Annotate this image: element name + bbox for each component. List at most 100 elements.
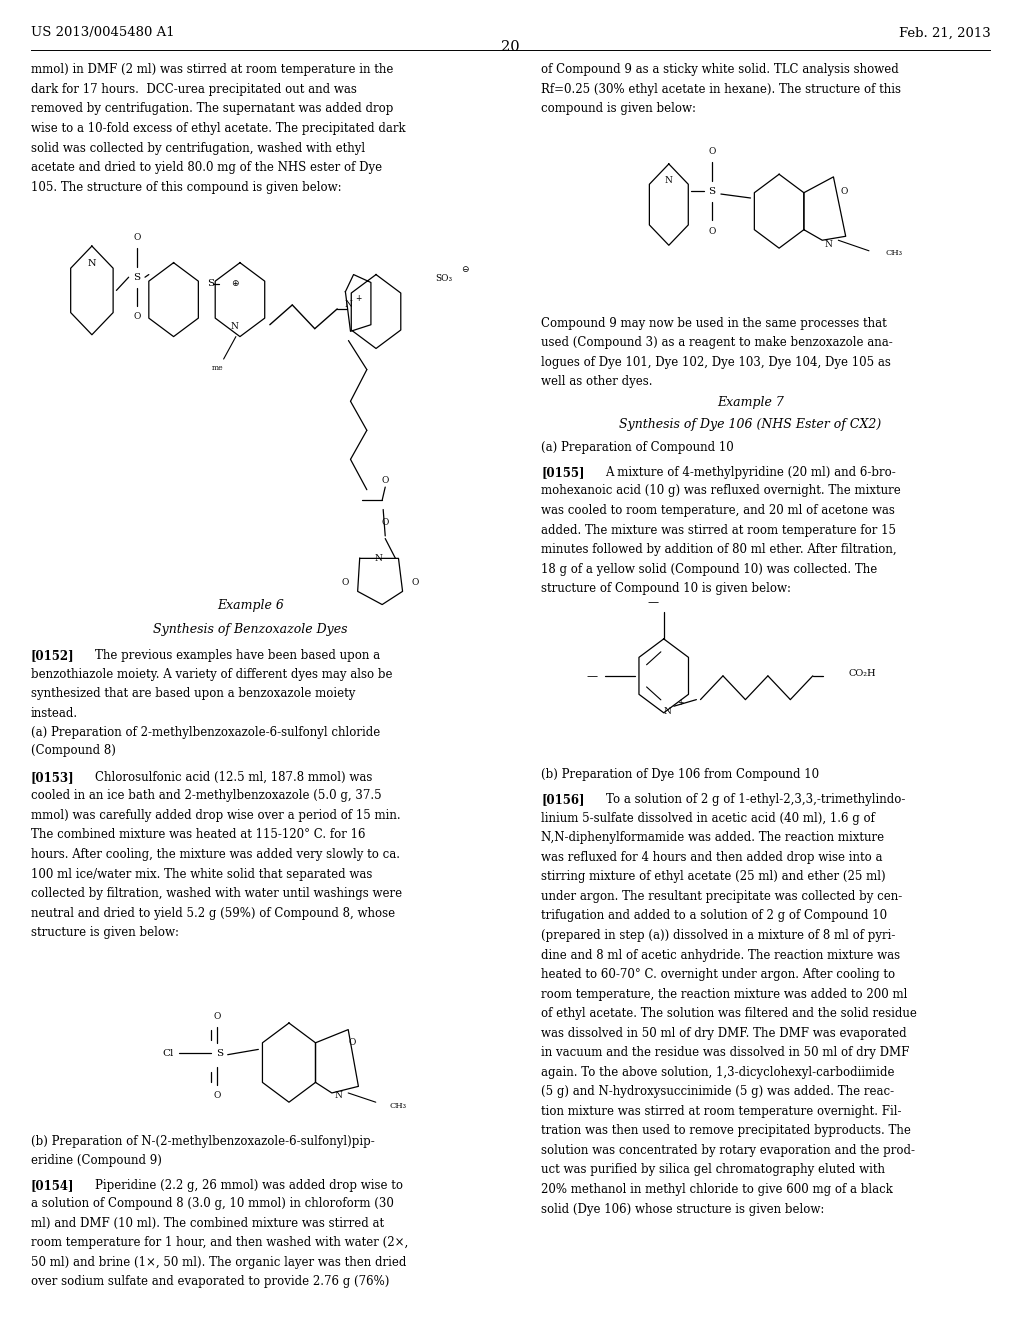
Text: (b) Preparation of N-(2-methylbenzoxazole-6-sulfonyl)pip-: (b) Preparation of N-(2-methylbenzoxazol… xyxy=(31,1135,375,1148)
Text: under argon. The resultant precipitate was collected by cen-: under argon. The resultant precipitate w… xyxy=(542,890,902,903)
Text: logues of Dye 101, Dye 102, Dye 103, Dye 104, Dye 105 as: logues of Dye 101, Dye 102, Dye 103, Dye… xyxy=(542,356,891,368)
Text: 50 ml) and brine (1×, 50 ml). The organic layer was then dried: 50 ml) and brine (1×, 50 ml). The organi… xyxy=(31,1255,406,1269)
Text: US 2013/0045480 A1: US 2013/0045480 A1 xyxy=(31,26,174,40)
Text: O: O xyxy=(841,187,848,195)
Text: 18 g of a yellow solid (Compound 10) was collected. The: 18 g of a yellow solid (Compound 10) was… xyxy=(542,562,878,576)
Text: The combined mixture was heated at 115-120° C. for 16: The combined mixture was heated at 115-1… xyxy=(31,829,366,841)
Text: compound is given below:: compound is given below: xyxy=(542,103,696,115)
Text: hours. After cooling, the mixture was added very slowly to ca.: hours. After cooling, the mixture was ad… xyxy=(31,847,399,861)
Text: added. The mixture was stirred at room temperature for 15: added. The mixture was stirred at room t… xyxy=(542,524,896,536)
Text: •: • xyxy=(366,280,370,285)
Text: was refluxed for 4 hours and then added drop wise into a: was refluxed for 4 hours and then added … xyxy=(542,851,883,863)
Text: eridine (Compound 9): eridine (Compound 9) xyxy=(31,1154,162,1167)
Text: N: N xyxy=(88,260,96,268)
Text: heated to 60-70° C. overnight under argon. After cooling to: heated to 60-70° C. overnight under argo… xyxy=(542,968,895,981)
Text: O: O xyxy=(412,578,419,586)
Text: ⊖: ⊖ xyxy=(461,265,468,273)
Text: mmol) was carefully added drop wise over a period of 15 min.: mmol) was carefully added drop wise over… xyxy=(31,809,400,822)
Text: SO₃: SO₃ xyxy=(435,275,453,282)
Text: me: me xyxy=(212,364,223,372)
Text: +: + xyxy=(677,698,683,706)
Text: A mixture of 4-methylpyridine (20 ml) and 6-bro-: A mixture of 4-methylpyridine (20 ml) an… xyxy=(605,466,896,479)
Text: trifugation and added to a solution of 2 g of Compound 10: trifugation and added to a solution of 2… xyxy=(542,909,888,923)
Text: N: N xyxy=(334,1092,342,1100)
Text: mohexanoic acid (10 g) was refluxed overnight. The mixture: mohexanoic acid (10 g) was refluxed over… xyxy=(542,484,901,498)
Text: (a) Preparation of Compound 10: (a) Preparation of Compound 10 xyxy=(542,441,734,454)
Text: Rf=0.25 (30% ethyl acetate in hexane). The structure of this: Rf=0.25 (30% ethyl acetate in hexane). T… xyxy=(542,83,901,96)
Text: To a solution of 2 g of 1-ethyl-2,3,3,-trimethylindo-: To a solution of 2 g of 1-ethyl-2,3,3,-t… xyxy=(605,793,905,807)
Text: structure of Compound 10 is given below:: structure of Compound 10 is given below: xyxy=(542,582,792,595)
Text: [0152]: [0152] xyxy=(31,649,75,663)
Text: [0153]: [0153] xyxy=(31,771,75,784)
Text: —: — xyxy=(648,597,659,607)
Text: S: S xyxy=(133,273,140,281)
Text: Synthesis of Benzoxazole Dyes: Synthesis of Benzoxazole Dyes xyxy=(153,623,347,636)
Text: instead.: instead. xyxy=(31,708,78,719)
Text: N,N-diphenylformamide was added. The reaction mixture: N,N-diphenylformamide was added. The rea… xyxy=(542,832,885,845)
Text: [0156]: [0156] xyxy=(542,793,585,807)
Text: was cooled to room temperature, and 20 ml of acetone was: was cooled to room temperature, and 20 m… xyxy=(542,504,895,517)
Text: structure is given below:: structure is given below: xyxy=(31,927,178,939)
Text: 105. The structure of this compound is given below:: 105. The structure of this compound is g… xyxy=(31,181,341,194)
Text: O: O xyxy=(382,477,389,484)
Text: CH₃: CH₃ xyxy=(886,249,902,257)
Text: O: O xyxy=(348,1039,356,1047)
Text: dine and 8 ml of acetic anhydride. The reaction mixture was: dine and 8 ml of acetic anhydride. The r… xyxy=(542,949,900,961)
Text: O: O xyxy=(382,519,389,527)
Text: used (Compound 3) as a reagent to make benzoxazole ana-: used (Compound 3) as a reagent to make b… xyxy=(542,337,893,350)
Text: linium 5-sulfate dissolved in acetic acid (40 ml), 1.6 g of: linium 5-sulfate dissolved in acetic aci… xyxy=(542,812,876,825)
Text: O: O xyxy=(214,1012,221,1020)
Text: CO₂H: CO₂H xyxy=(849,669,877,677)
Text: N: N xyxy=(665,177,673,185)
Text: solid (Dye 106) whose structure is given below:: solid (Dye 106) whose structure is given… xyxy=(542,1203,824,1216)
Text: N: N xyxy=(374,554,382,562)
Text: tration was then used to remove precipitated byproducts. The: tration was then used to remove precipit… xyxy=(542,1125,911,1138)
Text: Compound 9 may now be used in the same processes that: Compound 9 may now be used in the same p… xyxy=(542,317,887,330)
Text: Cl: Cl xyxy=(163,1049,174,1057)
Text: dark for 17 hours.  DCC-urea precipitated out and was: dark for 17 hours. DCC-urea precipitated… xyxy=(31,83,356,96)
Text: room temperature, the reaction mixture was added to 200 ml: room temperature, the reaction mixture w… xyxy=(542,987,907,1001)
Text: (b) Preparation of Dye 106 from Compound 10: (b) Preparation of Dye 106 from Compound… xyxy=(542,768,819,781)
Text: solid was collected by centrifugation, washed with ethyl: solid was collected by centrifugation, w… xyxy=(31,141,365,154)
Text: well as other dyes.: well as other dyes. xyxy=(542,375,652,388)
Text: neutral and dried to yield 5.2 g (59%) of Compound 8, whose: neutral and dried to yield 5.2 g (59%) o… xyxy=(31,907,395,920)
Text: in vacuum and the residue was dissolved in 50 ml of dry DMF: in vacuum and the residue was dissolved … xyxy=(542,1047,909,1059)
Text: acetate and dried to yield 80.0 mg of the NHS ester of Dye: acetate and dried to yield 80.0 mg of th… xyxy=(31,161,382,174)
Text: 100 ml ice/water mix. The white solid that separated was: 100 ml ice/water mix. The white solid th… xyxy=(31,867,372,880)
Text: +: + xyxy=(355,294,361,302)
Text: 20% methanol in methyl chloride to give 600 mg of a black: 20% methanol in methyl chloride to give … xyxy=(542,1183,893,1196)
Text: N: N xyxy=(231,322,239,330)
Text: CH₃: CH₃ xyxy=(389,1102,407,1110)
Text: N: N xyxy=(664,708,672,715)
Text: over sodium sulfate and evaporated to provide 2.76 g (76%): over sodium sulfate and evaporated to pr… xyxy=(31,1275,389,1288)
Text: Feb. 21, 2013: Feb. 21, 2013 xyxy=(899,26,990,40)
Text: (Compound 8): (Compound 8) xyxy=(31,744,116,758)
Text: ml) and DMF (10 ml). The combined mixture was stirred at: ml) and DMF (10 ml). The combined mixtur… xyxy=(31,1217,384,1230)
Text: (a) Preparation of 2-methylbenzoxazole-6-sulfonyl chloride: (a) Preparation of 2-methylbenzoxazole-6… xyxy=(31,726,380,739)
Text: collected by filtration, washed with water until washings were: collected by filtration, washed with wat… xyxy=(31,887,401,900)
Text: S: S xyxy=(207,280,214,288)
Text: N: N xyxy=(344,301,352,309)
Text: S: S xyxy=(216,1049,223,1057)
Text: Chlorosulfonic acid (12.5 ml, 187.8 mmol) was: Chlorosulfonic acid (12.5 ml, 187.8 mmol… xyxy=(95,771,373,784)
Text: of ethyl acetate. The solution was filtered and the solid residue: of ethyl acetate. The solution was filte… xyxy=(542,1007,918,1020)
Text: a solution of Compound 8 (3.0 g, 10 mmol) in chloroform (30: a solution of Compound 8 (3.0 g, 10 mmol… xyxy=(31,1197,393,1210)
Text: O: O xyxy=(342,578,349,586)
Text: Synthesis of Dye 106 (NHS Ester of CX2): Synthesis of Dye 106 (NHS Ester of CX2) xyxy=(620,418,882,432)
Text: N: N xyxy=(824,240,833,248)
Text: synthesized that are based upon a benzoxazole moiety: synthesized that are based upon a benzox… xyxy=(31,688,355,701)
Text: of Compound 9 as a sticky white solid. TLC analysis showed: of Compound 9 as a sticky white solid. T… xyxy=(542,63,899,77)
Text: [0154]: [0154] xyxy=(31,1179,74,1192)
Text: again. To the above solution, 1,3-dicyclohexyl-carbodiimide: again. To the above solution, 1,3-dicycl… xyxy=(542,1065,895,1078)
Text: was dissolved in 50 ml of dry DMF. The DMF was evaporated: was dissolved in 50 ml of dry DMF. The D… xyxy=(542,1027,907,1040)
Text: (5 g) and N-hydroxysuccinimide (5 g) was added. The reac-: (5 g) and N-hydroxysuccinimide (5 g) was… xyxy=(542,1085,894,1098)
Text: O: O xyxy=(214,1092,221,1100)
Text: solution was concentrated by rotary evaporation and the prod-: solution was concentrated by rotary evap… xyxy=(542,1144,915,1156)
Text: [0155]: [0155] xyxy=(542,466,585,479)
Text: tion mixture was stirred at room temperature overnight. Fil-: tion mixture was stirred at room tempera… xyxy=(542,1105,902,1118)
Text: ⊕: ⊕ xyxy=(231,280,239,288)
Text: —: — xyxy=(587,671,598,681)
Text: O: O xyxy=(708,148,716,156)
Text: removed by centrifugation. The supernatant was added drop: removed by centrifugation. The supernata… xyxy=(31,103,393,115)
Text: O: O xyxy=(133,234,140,242)
